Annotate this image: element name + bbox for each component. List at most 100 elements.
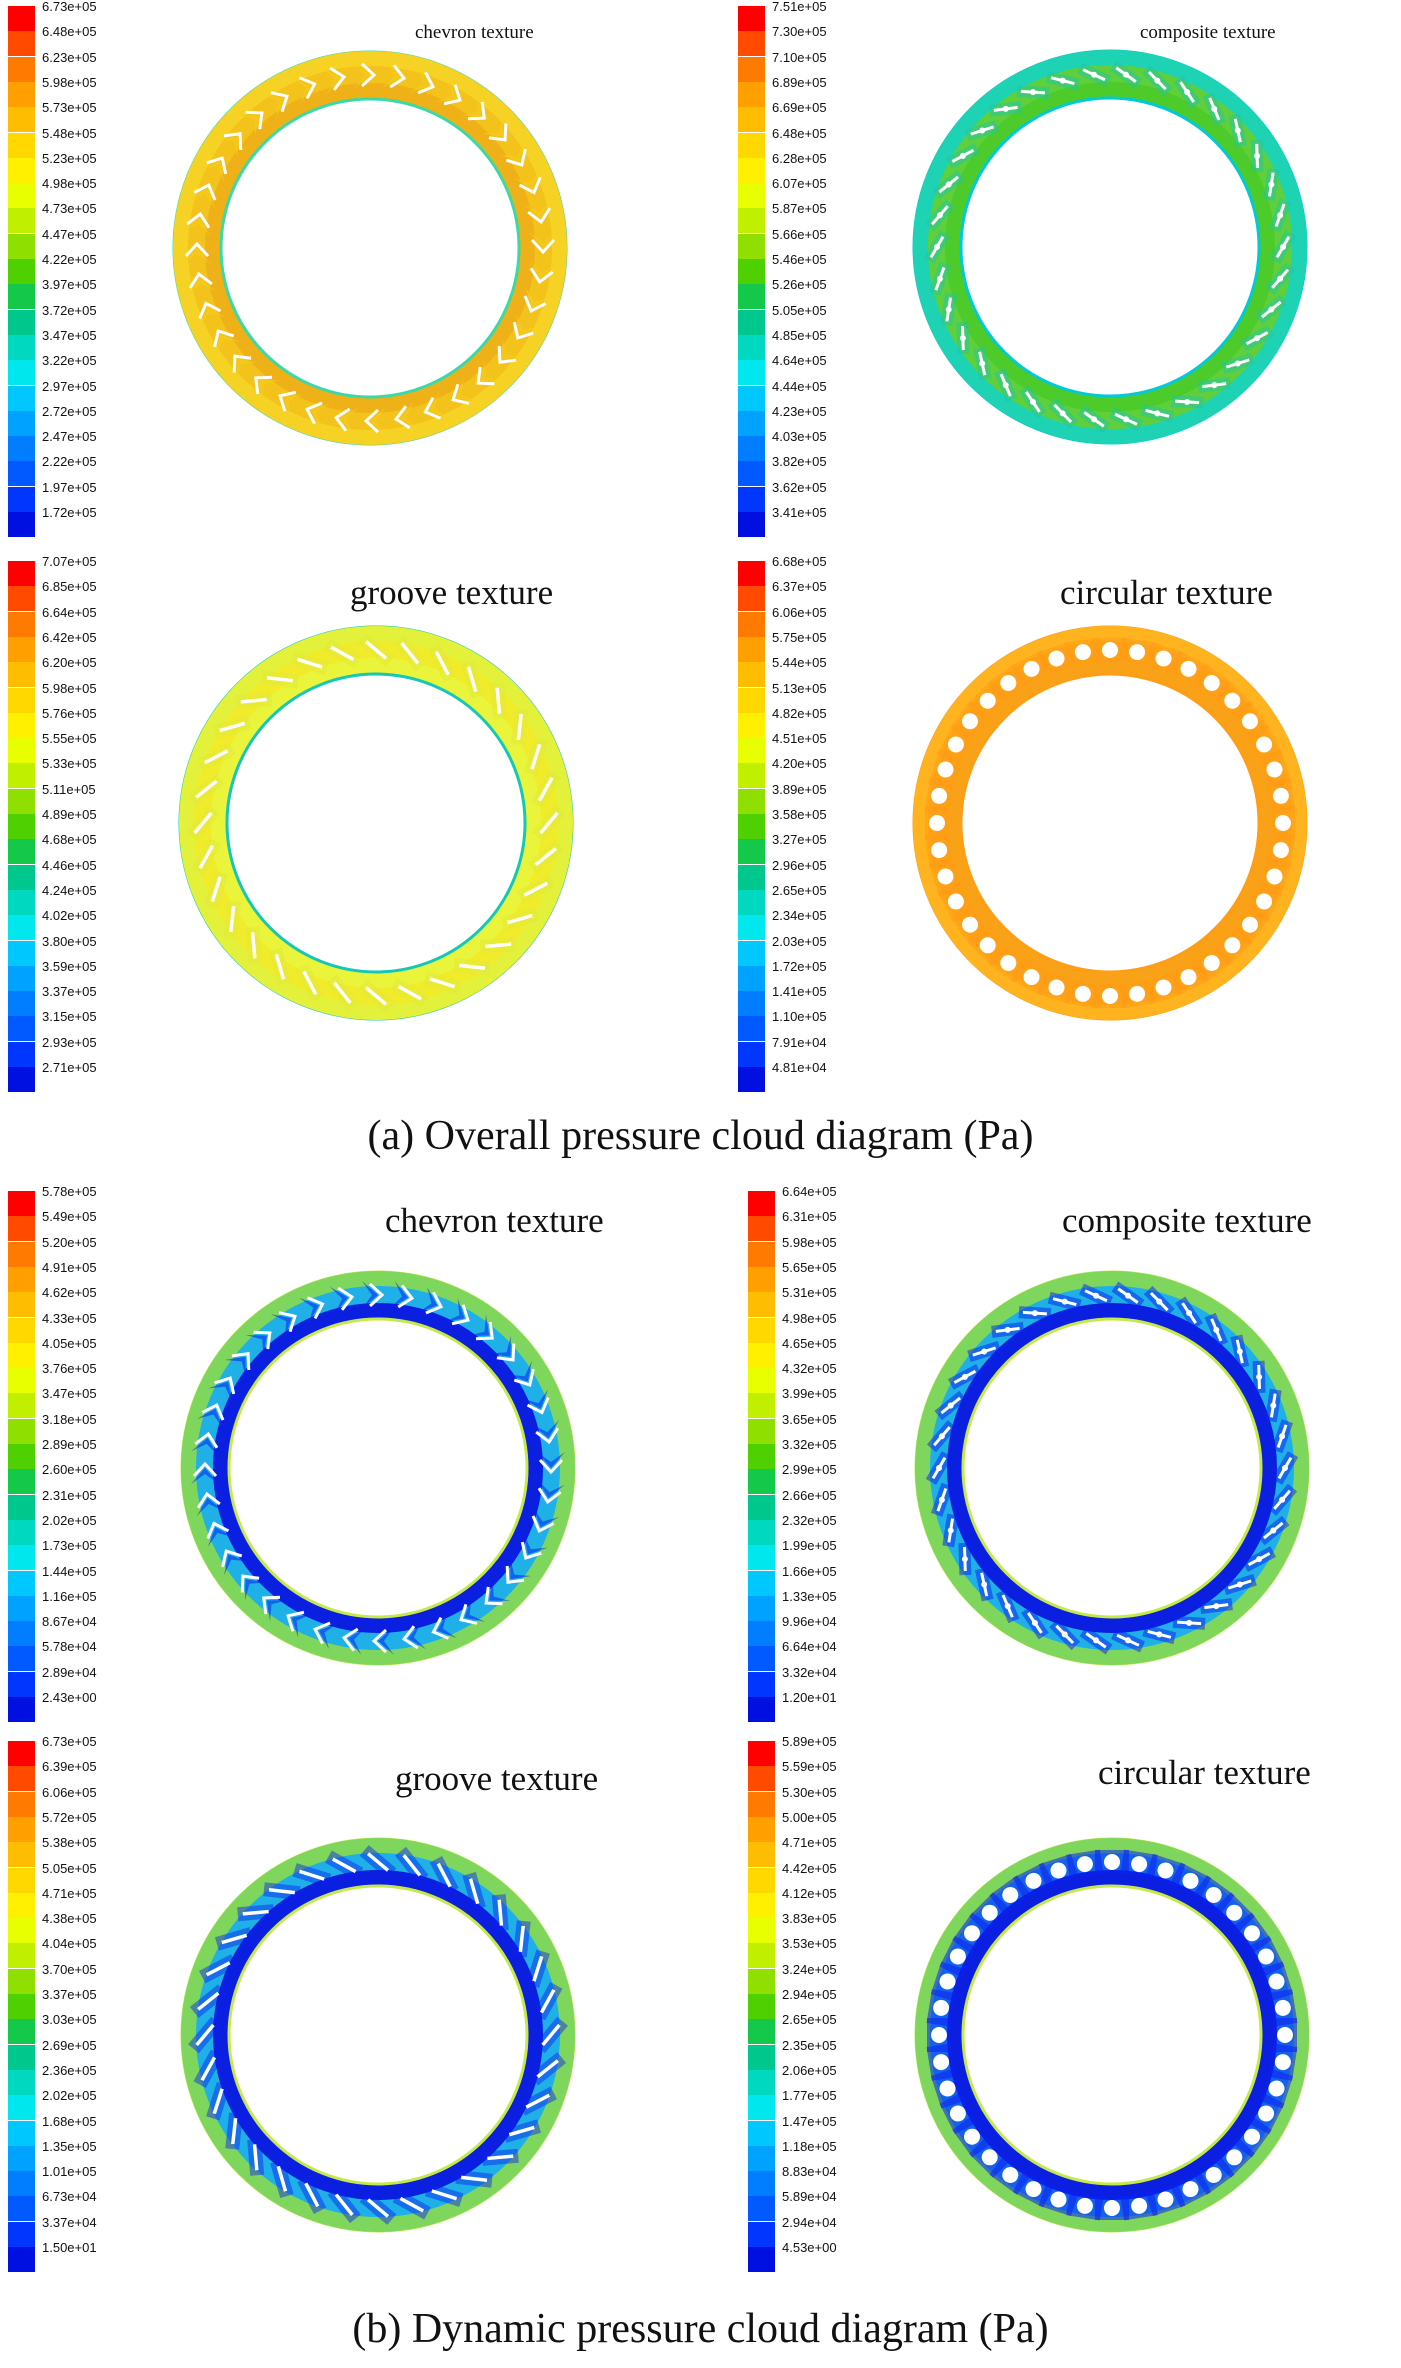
legend-tick-label: 3.80e+05 — [42, 933, 97, 949]
legend-swatch — [738, 385, 765, 411]
legend-tick-label: 2.36e+05 — [42, 2062, 97, 2078]
legend-tick-label: 5.31e+05 — [782, 1285, 837, 1301]
legend-swatch — [8, 1317, 35, 1343]
legend-entry: 3.15e+05 — [8, 1009, 118, 1042]
chevron-texture-mark — [371, 1627, 394, 1655]
legend-swatch — [8, 31, 35, 57]
chevron-texture-mark — [513, 168, 542, 195]
composite-texture-mark — [1079, 1626, 1113, 1655]
legend-swatch — [748, 2019, 775, 2045]
composite-texture-mark — [1264, 1388, 1282, 1423]
legend-swatch — [8, 1994, 35, 2019]
composite-texture-mark — [1220, 352, 1255, 375]
seal-ring-cloud — [914, 1270, 1310, 1666]
circular-texture-dimple — [1120, 2191, 1158, 2221]
ring-band-outer — [915, 1271, 1309, 1665]
seal-ring-cloud — [180, 1270, 576, 1666]
groove-texture-mark — [479, 936, 517, 954]
legend-swatch — [738, 132, 765, 158]
legend-swatch — [8, 2095, 35, 2121]
composite-texture-mark — [1269, 230, 1297, 264]
legend-entry: 2.47e+05 — [8, 429, 118, 462]
groove-texture-mark — [325, 1850, 364, 1881]
groove-texture-mark — [427, 644, 457, 683]
legend-entry: 5.44e+05 — [738, 655, 848, 688]
legend-tick-label: 3.18e+05 — [42, 1411, 97, 1427]
legend-entry: 3.97e+05 — [8, 277, 118, 310]
legend-swatch — [8, 1741, 35, 1766]
legend-entry: 4.65e+05 — [748, 1336, 858, 1368]
chevron-texture-mark — [507, 1360, 535, 1387]
composite-texture-mark — [942, 1513, 960, 1548]
legend-entry: 7.51e+05 — [738, 0, 848, 31]
ring-inner-edge — [961, 1884, 1263, 2186]
groove-texture-mark — [327, 2186, 361, 2224]
legend-swatch — [8, 1292, 35, 1318]
legend-entry: 4.71e+05 — [748, 1835, 858, 1868]
legend-swatch — [8, 309, 35, 335]
legend-swatch — [8, 1545, 35, 1571]
legend-entry: 7.10e+05 — [738, 50, 848, 82]
legend-tick-label: 5.20e+05 — [42, 1234, 97, 1250]
legend-entry: 3.41e+05 — [738, 505, 848, 537]
groove-texture-mark — [455, 2169, 493, 2188]
chevron-texture-mark — [363, 407, 386, 435]
legend-tick-label: 5.30e+05 — [782, 1784, 837, 1800]
chevron-texture-mark — [224, 1352, 251, 1379]
legend-entry: 2.35e+05 — [748, 2038, 858, 2070]
chevron-texture-mark — [523, 199, 552, 225]
legend-entry: 3.59e+05 — [8, 959, 118, 991]
legend-tick-label: 5.05e+05 — [772, 302, 827, 318]
legend-swatch — [738, 586, 765, 612]
legend-swatch — [748, 1292, 775, 1318]
legend-entry: 4.62e+05 — [8, 1285, 118, 1318]
chevron-texture-mark — [499, 140, 527, 167]
groove-texture-mark — [206, 2081, 231, 2121]
legend-tick-label: 3.97e+05 — [42, 277, 97, 293]
legend-swatch — [748, 1943, 775, 1969]
composite-texture-mark — [1269, 198, 1292, 233]
legend-tick-label: 2.31e+05 — [42, 1487, 97, 1503]
groove-texture-mark — [453, 957, 491, 976]
legend-swatch — [748, 1595, 775, 1621]
legend-tick-label: 7.91e+04 — [772, 1034, 827, 1050]
legend-swatch — [748, 2069, 775, 2095]
legend-swatch — [748, 1519, 775, 1545]
legend-swatch — [8, 183, 35, 209]
groove-texture-mark — [516, 874, 555, 904]
chevron-texture-mark — [341, 1627, 367, 1655]
legend-tick-label: 5.66e+05 — [772, 226, 827, 242]
groove-texture-mark — [199, 1954, 238, 1984]
legend-entry: 1.41e+05 — [738, 984, 848, 1017]
groove-texture-mark — [512, 1920, 531, 1958]
composite-texture-mark — [1109, 60, 1143, 89]
caption-b: (b) Dynamic pressure cloud diagram (Pa) — [352, 2306, 1049, 2352]
legend-tick-label: 9.96e+04 — [782, 1614, 837, 1630]
legend-entry: 5.98e+05 — [8, 681, 118, 713]
legend-swatch — [738, 360, 765, 386]
legend-tick-label: 6.20e+05 — [42, 655, 97, 671]
groove-texture-mark — [424, 2182, 464, 2207]
legend-entry: 5.78e+04 — [8, 1639, 118, 1672]
legend-entry: 5.48e+05 — [8, 126, 118, 158]
panel-dynamic-groove: 6.73e+05 6.39e+05 6.06e+05 5.72e+05 5.38e+05… — [0, 1734, 700, 2290]
chevron-texture-mark — [389, 1281, 415, 1309]
groove-texture-mark — [422, 970, 462, 995]
legend-tick-label: 4.20e+05 — [772, 756, 827, 772]
legend-entry: 2.32e+05 — [748, 1513, 858, 1545]
legend-swatch — [8, 56, 35, 82]
legend-entry: 2.93e+05 — [8, 1035, 118, 1067]
legend-tick-label: 6.73e+05 — [42, 0, 97, 14]
ring-inner-edge — [227, 1884, 529, 2186]
legend-swatch — [8, 1697, 35, 1722]
legend-entry: 1.99e+05 — [748, 1538, 858, 1571]
legend-entry: 4.47e+05 — [8, 227, 118, 259]
chevron-texture-mark — [362, 1281, 385, 1309]
legend-entry: 7.30e+05 — [738, 24, 848, 57]
ring-inner-edge — [959, 672, 1261, 974]
composite-texture-mark — [1111, 1281, 1145, 1310]
legend-entry: 5.20e+05 — [8, 1235, 118, 1267]
legend-entry: 4.20e+05 — [738, 756, 848, 789]
legend-swatch — [8, 1393, 35, 1419]
legend-tick-label: 6.06e+05 — [42, 1784, 97, 1800]
